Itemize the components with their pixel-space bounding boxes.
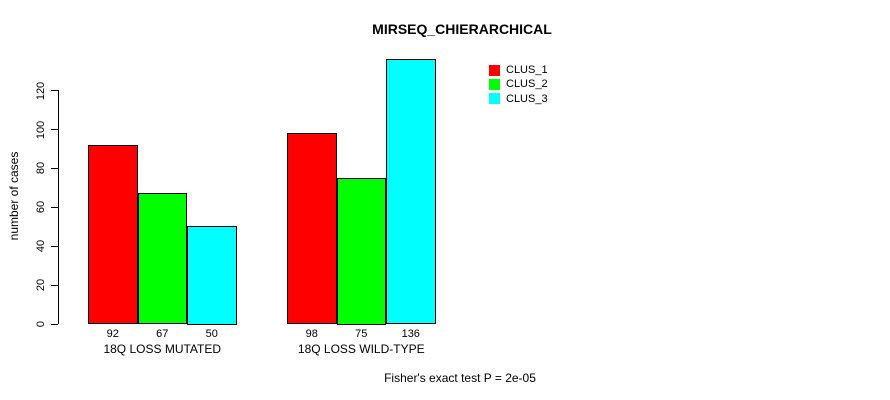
bar-clus_2-2 <box>336 177 386 325</box>
x-category-label: 18Q LOSS MUTATED <box>103 342 222 356</box>
legend-item-clus_3: CLUS_3 <box>489 92 548 105</box>
legend-item-clus_2: CLUS_2 <box>489 78 548 91</box>
bar-value-label: 92 <box>106 328 119 340</box>
legend-swatch-clus_3 <box>489 93 500 105</box>
bar-value-label: 98 <box>305 328 318 340</box>
y-tick-mark <box>50 245 58 247</box>
y-tick-mark <box>50 284 58 286</box>
bar-clus_1-2 <box>287 132 337 325</box>
bar-value-label: 136 <box>401 328 420 340</box>
bar-clus_3-2 <box>386 58 436 325</box>
x-category-label: 18Q LOSS WILD-TYPE <box>297 342 425 356</box>
bar-value-label: 75 <box>355 328 368 340</box>
legend-label: CLUS_2 <box>506 78 548 91</box>
y-tick-mark <box>50 90 58 92</box>
y-axis-line <box>57 90 59 325</box>
legend-item-clus_1: CLUS_1 <box>489 64 548 77</box>
legend-label: CLUS_3 <box>506 92 548 105</box>
legend-label: CLUS_1 <box>506 64 548 76</box>
bar-clus_3-1 <box>187 226 237 325</box>
chart-title: MIRSEQ_CHIERARCHICAL <box>372 21 552 37</box>
bar-clus_1-1 <box>88 144 138 325</box>
legend-swatch-clus_2 <box>489 78 500 90</box>
y-tick-mark <box>50 206 58 208</box>
bar-clus_2-1 <box>137 193 187 325</box>
y-tick-mark <box>50 167 58 169</box>
statistical-test-note: Fisher's exact test P = 2e-05 <box>384 371 536 385</box>
legend-swatch-clus_1 <box>489 64 500 76</box>
bar-value-label: 50 <box>205 328 218 340</box>
bar-value-label: 67 <box>156 328 169 340</box>
y-tick-mark <box>50 323 58 325</box>
y-tick-mark <box>50 129 58 130</box>
